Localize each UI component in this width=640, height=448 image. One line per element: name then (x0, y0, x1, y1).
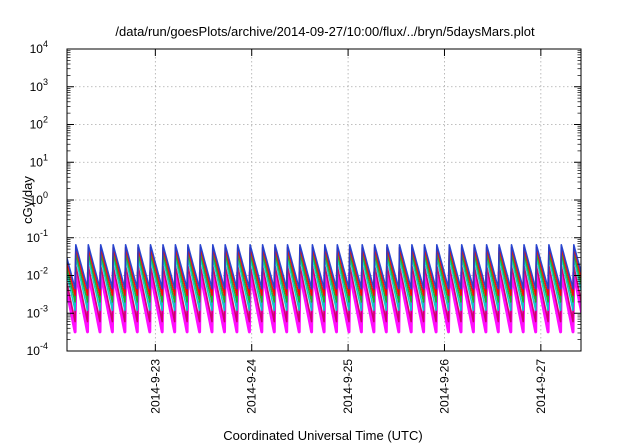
series-line (67, 244, 581, 290)
y-tick-label: 104 (30, 39, 48, 56)
y-tick-label: 101 (30, 152, 48, 169)
series-line (67, 271, 581, 334)
y-tick-label: 10-3 (27, 303, 48, 320)
y-tick-label: 103 (30, 77, 48, 94)
x-axis-label: Coordinated Universal Time (UTC) (223, 428, 422, 443)
x-tick-label: 2014-9-27 (534, 359, 548, 414)
series-line (67, 252, 581, 303)
y-tick-label: 100 (30, 190, 48, 207)
x-tick-label: 2014-9-24 (245, 359, 259, 414)
y-tick-label: 10-4 (27, 341, 48, 358)
x-tick-label: 2014-9-25 (341, 359, 355, 414)
y-axis-label: cGy/day (20, 176, 35, 224)
series-line (67, 265, 581, 323)
y-tick-label: 102 (30, 115, 48, 132)
series-group (67, 244, 581, 334)
ticks: 10-4 10-3 10-2 10-1 100 101 102 103 104 2014-9-23… (27, 39, 581, 414)
chart-title: /data/run/goesPlots/archive/2014-09-27/1… (115, 24, 535, 39)
y-tick-label: 10-1 (27, 228, 48, 245)
series-line (67, 256, 581, 312)
x-tick-label: 2014-9-26 (437, 359, 451, 414)
y-tick-label: 10-2 (27, 266, 48, 283)
x-tick-label: 2014-9-23 (148, 359, 162, 414)
series-line (67, 246, 581, 296)
